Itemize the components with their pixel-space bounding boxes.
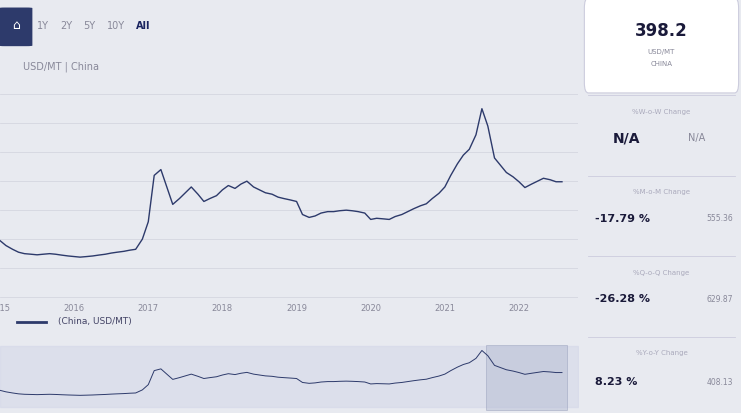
Text: 408.13: 408.13 [707,377,733,387]
Text: N/A: N/A [688,133,705,143]
Text: 398.2: 398.2 [635,22,688,40]
Text: 10Y: 10Y [107,21,124,31]
Text: 5Y: 5Y [84,21,96,31]
Text: 2Y: 2Y [61,21,73,31]
Text: USD/MT | China: USD/MT | China [23,62,99,72]
FancyBboxPatch shape [585,0,739,93]
Text: All: All [136,21,150,31]
FancyBboxPatch shape [0,7,33,46]
Text: CHINA: CHINA [651,61,673,67]
Text: (China, USD/MT): (China, USD/MT) [58,317,132,326]
Text: USD/MT: USD/MT [648,49,675,55]
Text: 555.36: 555.36 [706,214,733,223]
Text: ⌂: ⌂ [12,19,19,32]
Text: -17.79 %: -17.79 % [595,214,650,224]
Text: 1Y: 1Y [37,21,50,31]
Text: 629.87: 629.87 [707,295,733,304]
FancyBboxPatch shape [486,345,567,410]
Text: 8.23 %: 8.23 % [595,377,637,387]
Text: %Y-o-Y Change: %Y-o-Y Change [636,350,688,356]
Text: N/A: N/A [613,131,640,145]
Text: -26.28 %: -26.28 % [595,294,650,304]
Text: %W-o-W Change: %W-o-W Change [632,109,691,114]
Text: %M-o-M Change: %M-o-M Change [633,189,690,195]
Text: %Q-o-Q Change: %Q-o-Q Change [634,270,690,275]
